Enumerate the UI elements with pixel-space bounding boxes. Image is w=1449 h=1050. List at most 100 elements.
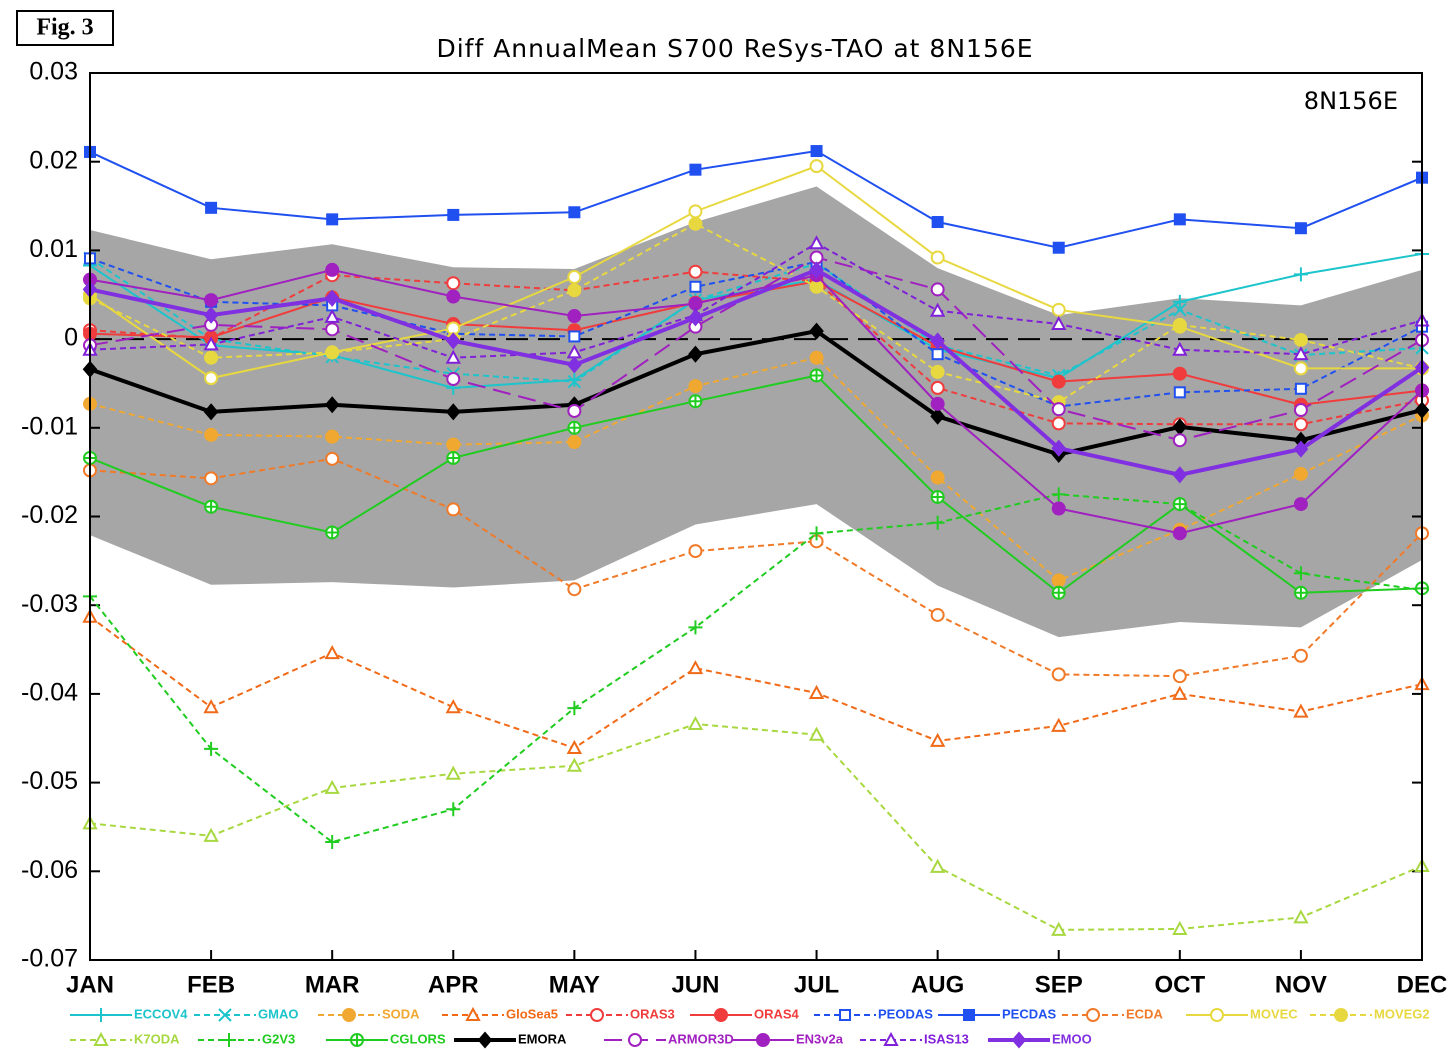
- y-tick-label: -0.07: [21, 945, 78, 973]
- spread-band: [90, 186, 1422, 638]
- marker: [1173, 213, 1186, 226]
- marker: [204, 471, 219, 486]
- x-tick-label: MAY: [549, 971, 600, 998]
- marker: [688, 309, 703, 327]
- marker: [326, 213, 339, 226]
- marker: [1052, 241, 1065, 254]
- legend-marker: [477, 1031, 493, 1049]
- marker: [1051, 573, 1066, 588]
- series-line: [89, 268, 1423, 535]
- marker: [204, 427, 219, 442]
- y-tick-label: -0.05: [21, 767, 78, 795]
- marker: [325, 429, 340, 444]
- marker: [204, 371, 219, 386]
- marker: [1173, 303, 1187, 317]
- marker: [1293, 703, 1309, 718]
- marker: [1051, 315, 1067, 331]
- legend-label: PECDAS: [1002, 1006, 1057, 1021]
- series-line: [89, 165, 1422, 380]
- marker: [688, 216, 703, 231]
- marker: [930, 407, 945, 425]
- series-line: [89, 457, 1423, 678]
- legend-label: GloSea5: [506, 1006, 558, 1021]
- marker: [1293, 332, 1308, 347]
- marker: [1051, 302, 1066, 317]
- marker: [567, 270, 582, 285]
- marker: [1172, 366, 1187, 381]
- series-line: [89, 356, 1423, 582]
- legend-marker: [839, 1009, 851, 1021]
- legend-item: GMAO: [194, 1006, 298, 1022]
- legend-label: ISAS13: [924, 1031, 969, 1046]
- legend-item: MOVEC: [1186, 1006, 1298, 1022]
- marker: [446, 289, 461, 304]
- legend-item: G2V3: [198, 1031, 295, 1047]
- marker: [203, 306, 219, 324]
- marker: [1293, 417, 1308, 432]
- series-line: [89, 270, 1423, 426]
- marker: [446, 502, 461, 517]
- marker: [1051, 374, 1066, 389]
- marker: [445, 699, 461, 714]
- marker: [567, 701, 582, 716]
- y-tick-label: -0.03: [21, 590, 78, 618]
- marker: [445, 403, 461, 421]
- marker: [325, 451, 340, 466]
- legend-marker: [590, 1008, 604, 1022]
- marker: [447, 208, 460, 221]
- x-tick-label: NOV: [1275, 971, 1327, 998]
- legend-label: MOVEG2: [1374, 1006, 1430, 1021]
- y-tick-label: -0.06: [21, 856, 78, 884]
- series-line: [89, 267, 1424, 477]
- series-line: [89, 222, 1423, 404]
- marker: [1051, 717, 1067, 732]
- marker: [929, 858, 946, 873]
- legend-marker: [1011, 1031, 1027, 1049]
- marker: [204, 350, 219, 365]
- marker: [1051, 921, 1067, 936]
- marker: [203, 403, 219, 421]
- marker: [324, 289, 340, 307]
- legend-item: SODA: [318, 1006, 420, 1022]
- marker: [930, 489, 945, 504]
- marker: [1172, 685, 1188, 700]
- x-tick-label: DEC: [1397, 971, 1448, 998]
- marker: [567, 309, 582, 324]
- marker: [203, 699, 219, 714]
- marker: [688, 204, 703, 219]
- marker: [1172, 497, 1187, 512]
- chart-title: Diff AnnualMean S700 ReSys-TAO at 8N156E: [436, 34, 1033, 63]
- legend-marker: [756, 1033, 770, 1047]
- marker: [204, 499, 219, 514]
- legend-marker: [342, 1008, 356, 1022]
- marker: [1293, 403, 1308, 418]
- series-line: [89, 374, 1423, 595]
- marker: [688, 394, 703, 409]
- marker: [568, 206, 581, 219]
- marker: [1293, 909, 1309, 924]
- marker: [808, 235, 825, 250]
- marker: [567, 403, 582, 418]
- y-tick-label: -0.01: [21, 412, 78, 440]
- marker: [1173, 386, 1186, 399]
- marker: [930, 332, 945, 350]
- annotation: 8N156E: [1304, 87, 1398, 115]
- marker: [567, 420, 582, 435]
- marker: [809, 526, 824, 541]
- marker: [688, 264, 703, 279]
- series-line: [89, 723, 1423, 931]
- marker: [929, 302, 946, 317]
- marker: [203, 336, 219, 351]
- figure-label-box: [16, 10, 114, 46]
- marker: [808, 726, 825, 741]
- marker: [446, 450, 461, 465]
- marker: [1172, 669, 1187, 684]
- marker: [445, 332, 461, 350]
- x-tick-label: SEP: [1035, 971, 1083, 998]
- legend-label: SODA: [382, 1006, 420, 1021]
- x-tick-label: AUG: [911, 971, 964, 998]
- marker: [1293, 585, 1308, 600]
- marker: [1172, 317, 1187, 332]
- marker: [446, 437, 461, 452]
- marker: [930, 470, 945, 485]
